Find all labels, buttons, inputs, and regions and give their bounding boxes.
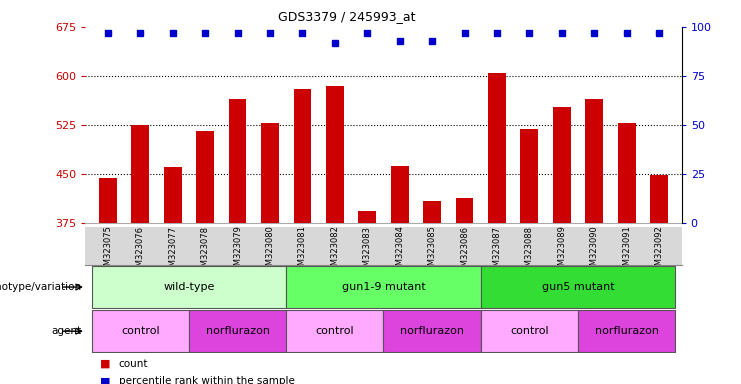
- Bar: [164, 167, 182, 223]
- Bar: [286, 266, 481, 308]
- Bar: [481, 266, 675, 308]
- Bar: [585, 99, 603, 223]
- Bar: [229, 99, 247, 223]
- Bar: [326, 86, 344, 223]
- Bar: [359, 211, 376, 223]
- Text: control: control: [316, 326, 354, 336]
- Bar: [99, 178, 117, 223]
- Text: count: count: [119, 359, 148, 369]
- Text: GDS3379 / 245993_at: GDS3379 / 245993_at: [278, 10, 415, 23]
- Text: ■: ■: [100, 376, 110, 384]
- Bar: [92, 310, 189, 353]
- Bar: [553, 106, 571, 223]
- Bar: [261, 123, 279, 223]
- Text: wild-type: wild-type: [163, 282, 215, 292]
- Bar: [92, 266, 286, 308]
- Text: gun1-9 mutant: gun1-9 mutant: [342, 282, 425, 292]
- Text: gun5 mutant: gun5 mutant: [542, 282, 614, 292]
- Bar: [650, 175, 668, 223]
- Bar: [384, 310, 481, 353]
- Bar: [423, 201, 441, 223]
- Bar: [488, 73, 506, 223]
- Text: genotype/variation: genotype/variation: [0, 282, 82, 292]
- Bar: [286, 310, 384, 353]
- Text: control: control: [510, 326, 548, 336]
- Text: control: control: [121, 326, 159, 336]
- Text: norflurazon: norflurazon: [594, 326, 659, 336]
- Text: ■: ■: [100, 359, 110, 369]
- Text: percentile rank within the sample: percentile rank within the sample: [119, 376, 294, 384]
- Text: norflurazon: norflurazon: [205, 326, 270, 336]
- Bar: [131, 125, 149, 223]
- Bar: [481, 310, 578, 353]
- Bar: [456, 198, 473, 223]
- Bar: [391, 166, 408, 223]
- Bar: [578, 310, 675, 353]
- Text: norflurazon: norflurazon: [400, 326, 464, 336]
- Bar: [293, 89, 311, 223]
- Bar: [618, 123, 636, 223]
- Bar: [189, 310, 286, 353]
- Bar: [196, 131, 214, 223]
- Bar: [520, 129, 538, 223]
- Text: agent: agent: [51, 326, 82, 336]
